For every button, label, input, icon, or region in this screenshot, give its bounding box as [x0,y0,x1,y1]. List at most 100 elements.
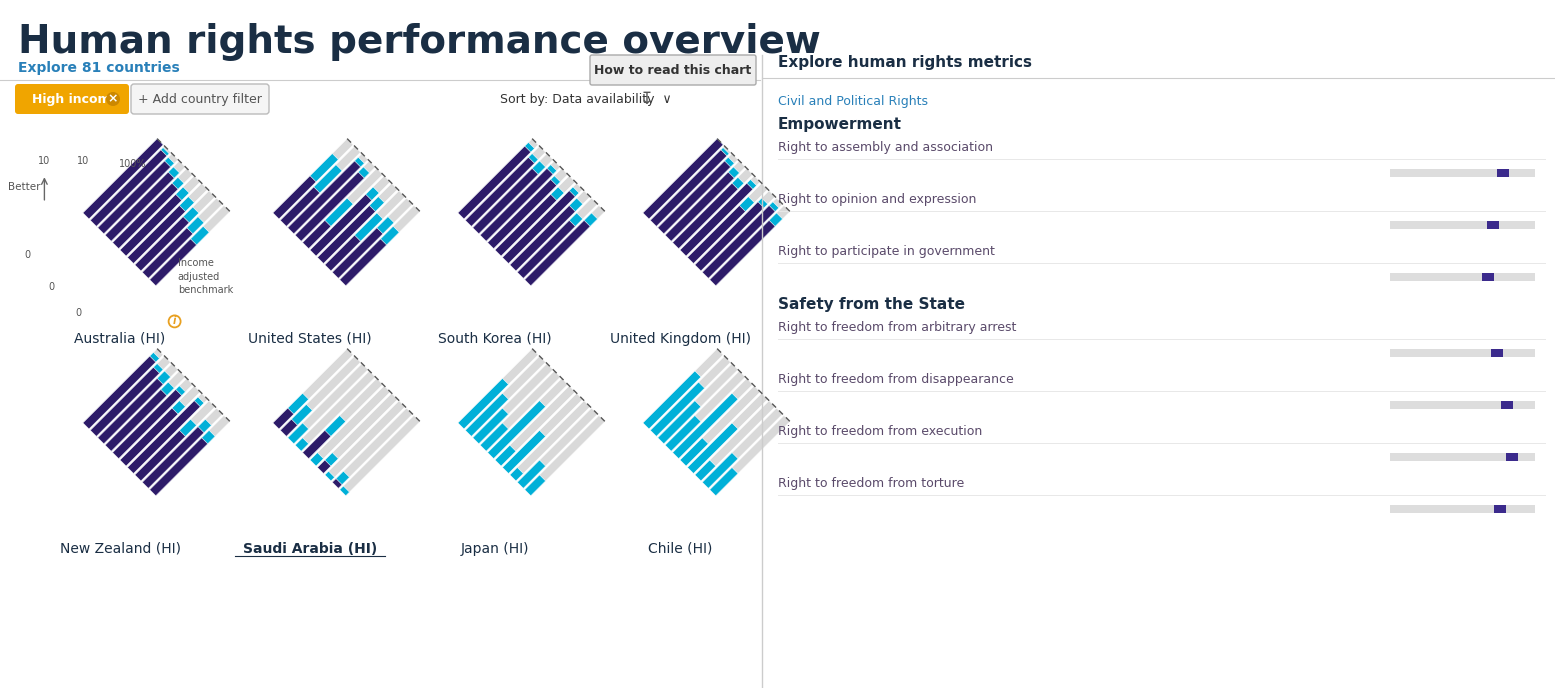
Polygon shape [488,175,560,248]
Polygon shape [680,386,760,466]
Polygon shape [673,378,753,459]
Polygon shape [488,400,546,459]
Polygon shape [480,175,546,241]
Polygon shape [680,438,709,466]
Polygon shape [98,371,171,444]
Polygon shape [494,202,549,256]
Polygon shape [149,226,210,286]
Polygon shape [295,167,370,241]
Polygon shape [120,408,179,466]
Polygon shape [473,169,538,234]
Polygon shape [82,363,148,429]
Polygon shape [272,153,339,219]
Polygon shape [106,371,185,451]
Text: Japan (HI): Japan (HI) [460,542,529,556]
Polygon shape [112,178,183,248]
Polygon shape [709,416,790,496]
Polygon shape [106,180,166,241]
Polygon shape [288,363,369,444]
Polygon shape [687,183,768,264]
Polygon shape [142,217,204,279]
Polygon shape [480,371,560,451]
Polygon shape [280,187,320,226]
Polygon shape [135,438,179,481]
Text: + Add country filter: + Add country filter [138,92,261,105]
Polygon shape [494,445,516,466]
FancyBboxPatch shape [16,84,129,114]
Bar [1491,349,1504,357]
Polygon shape [457,146,530,219]
Polygon shape [673,393,739,459]
Polygon shape [120,416,171,466]
Polygon shape [488,169,568,248]
Polygon shape [90,157,160,226]
Polygon shape [142,434,196,488]
Polygon shape [112,183,179,248]
Polygon shape [524,475,546,496]
Polygon shape [90,363,163,436]
Polygon shape [339,486,350,496]
Polygon shape [650,157,720,226]
Polygon shape [295,180,358,241]
Polygon shape [510,206,575,271]
Text: Right to freedom from torture: Right to freedom from torture [778,477,964,490]
Polygon shape [325,213,383,271]
Polygon shape [642,138,723,219]
Polygon shape [98,161,171,234]
Polygon shape [502,430,546,473]
Polygon shape [666,180,726,241]
Polygon shape [149,246,190,286]
Polygon shape [272,393,308,429]
Polygon shape [518,228,568,279]
Polygon shape [695,191,776,271]
Polygon shape [82,138,163,219]
Polygon shape [510,400,591,481]
Polygon shape [480,161,560,241]
Polygon shape [98,386,156,444]
Polygon shape [128,393,208,473]
Polygon shape [135,430,185,481]
Polygon shape [473,408,508,444]
Polygon shape [339,206,420,286]
Circle shape [106,92,120,106]
Polygon shape [695,400,776,481]
Polygon shape [280,164,342,226]
Polygon shape [494,187,564,256]
Polygon shape [488,187,549,248]
Polygon shape [687,206,745,264]
Bar [1501,401,1513,409]
Text: Income
adjusted
benchmark: Income adjusted benchmark [177,259,233,294]
Polygon shape [457,153,524,219]
Polygon shape [510,191,591,271]
Polygon shape [317,183,398,264]
Polygon shape [120,175,201,256]
Polygon shape [695,209,757,271]
Polygon shape [333,228,383,279]
Polygon shape [666,416,701,451]
Polygon shape [465,146,546,226]
Polygon shape [333,217,393,279]
Text: Right to freedom from arbitrary arrest: Right to freedom from arbitrary arrest [778,321,1017,334]
Text: ×: × [107,92,118,105]
Polygon shape [112,397,174,459]
Polygon shape [295,438,308,451]
Polygon shape [106,161,185,241]
Polygon shape [106,172,174,241]
Polygon shape [680,183,753,256]
Polygon shape [709,213,782,286]
Polygon shape [303,220,331,248]
Text: New Zealand (HI): New Zealand (HI) [59,542,180,556]
FancyBboxPatch shape [589,55,756,85]
Polygon shape [524,206,605,286]
Polygon shape [642,349,723,429]
Polygon shape [135,419,196,481]
Polygon shape [695,198,768,271]
Polygon shape [106,382,174,451]
Text: Right to participate in government: Right to participate in government [778,245,995,258]
Polygon shape [480,164,557,241]
Polygon shape [98,169,163,234]
Polygon shape [510,213,568,271]
Polygon shape [473,175,530,234]
Polygon shape [325,471,334,481]
Polygon shape [333,235,375,279]
